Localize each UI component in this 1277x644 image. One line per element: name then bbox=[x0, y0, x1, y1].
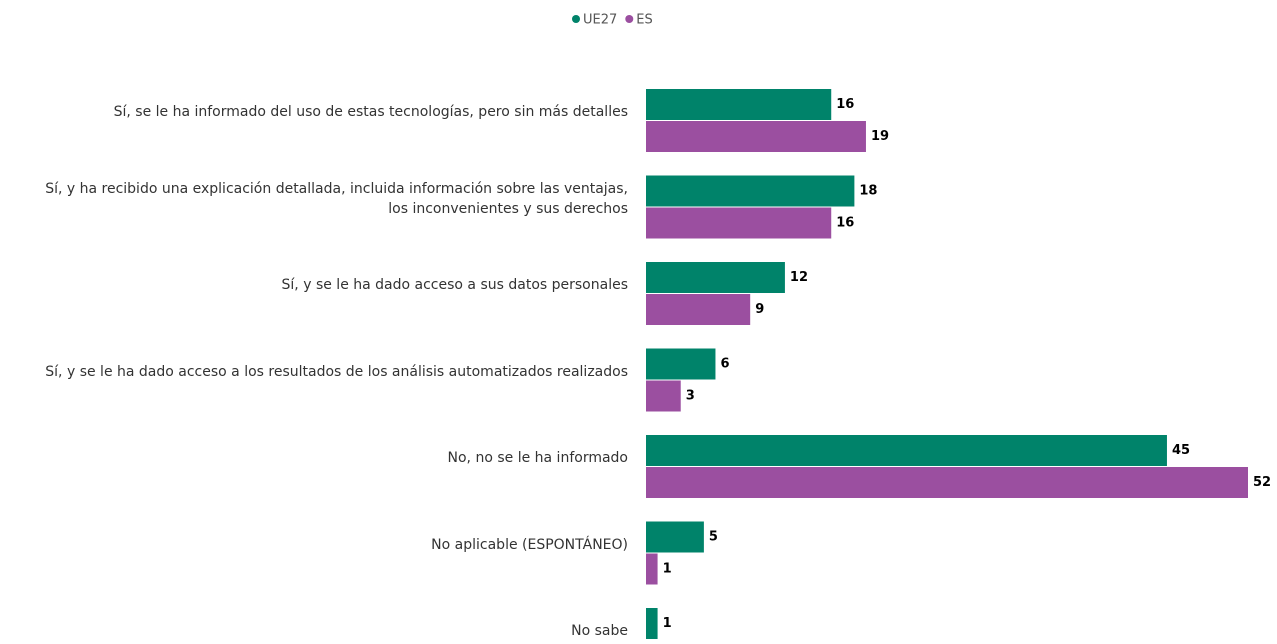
value-label: 18 bbox=[859, 184, 877, 199]
value-label: 1 bbox=[663, 616, 672, 631]
category-label: Sí, y ha recibido una explicación detall… bbox=[45, 180, 628, 217]
value-label: 3 bbox=[686, 389, 695, 404]
category-label: Sí, se le ha informado del uso de estas … bbox=[113, 104, 628, 120]
bar bbox=[646, 608, 658, 639]
bar bbox=[646, 467, 1248, 498]
value-label: 16 bbox=[836, 216, 854, 231]
bar bbox=[646, 175, 855, 207]
value-label: 12 bbox=[790, 270, 808, 285]
category-label: No aplicable (ESPONTÁNEO) bbox=[431, 536, 628, 553]
bar bbox=[646, 348, 716, 380]
value-label: 52 bbox=[1253, 475, 1271, 490]
legend-marker bbox=[625, 15, 634, 23]
value-label: 45 bbox=[1172, 443, 1190, 458]
category-label: No, no se le ha informado bbox=[447, 450, 628, 466]
value-label: 16 bbox=[836, 97, 854, 112]
category-label: Sí, y se le ha dado acceso a sus datos p… bbox=[281, 277, 628, 293]
value-label: 1 bbox=[663, 562, 672, 577]
bar bbox=[646, 294, 751, 325]
bar bbox=[646, 121, 866, 152]
legend-label: ES bbox=[636, 13, 652, 28]
category-label: Sí, y se le ha dado acceso a los resulta… bbox=[45, 363, 628, 380]
value-label: 6 bbox=[720, 357, 729, 372]
bar bbox=[646, 435, 1167, 466]
bar bbox=[646, 89, 832, 120]
bar bbox=[646, 553, 658, 585]
bar bbox=[646, 207, 832, 239]
bar bbox=[646, 521, 704, 553]
legend-label: UE27 bbox=[583, 13, 617, 28]
legend-marker bbox=[572, 15, 580, 23]
bar bbox=[646, 380, 681, 412]
value-label: 19 bbox=[871, 129, 889, 144]
category-label: No sabe bbox=[571, 623, 628, 639]
value-label: 5 bbox=[709, 530, 718, 545]
value-label: 9 bbox=[755, 302, 764, 317]
bar bbox=[646, 262, 785, 293]
